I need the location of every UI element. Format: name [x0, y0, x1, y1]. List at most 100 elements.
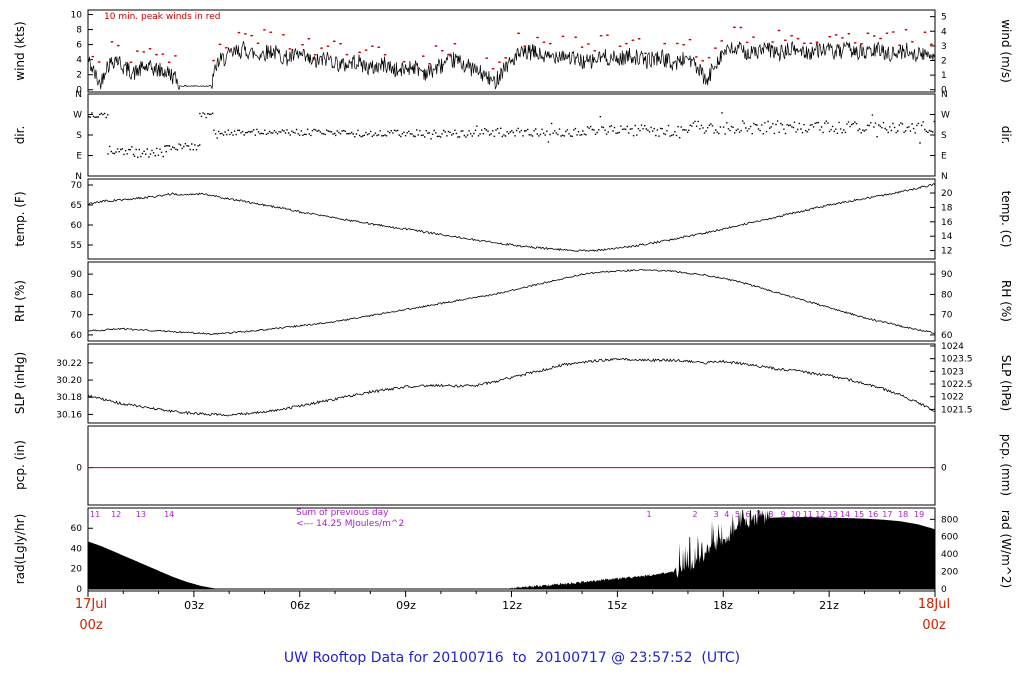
- svg-text:90: 90: [71, 270, 83, 280]
- svg-text:N: N: [941, 172, 948, 182]
- svg-text:60: 60: [941, 331, 953, 341]
- svg-text:800: 800: [941, 515, 958, 525]
- svg-text:10: 10: [71, 11, 83, 21]
- svg-text:0: 0: [76, 86, 82, 96]
- svg-text:E: E: [76, 152, 82, 162]
- svg-text:6: 6: [76, 41, 82, 51]
- svg-text:4: 4: [724, 510, 729, 519]
- svg-text:1022.5: 1022.5: [941, 380, 973, 390]
- svg-text:14: 14: [941, 232, 953, 242]
- axis-label-rh-right: RH (%): [999, 280, 1013, 322]
- panel-frame-slp: [87, 343, 936, 424]
- axis-label-pcp-left: pcp. (in): [13, 440, 27, 490]
- svg-text:E: E: [941, 152, 947, 162]
- svg-text:2: 2: [76, 71, 82, 81]
- svg-text:0: 0: [941, 86, 947, 96]
- svg-text:11: 11: [803, 510, 813, 519]
- page-title: UW Rooftop Data for 20100716 to 20100717…: [283, 650, 741, 666]
- svg-text:60: 60: [71, 221, 83, 231]
- svg-text:7: 7: [756, 510, 761, 519]
- x-axis-ticks: [87, 591, 936, 597]
- svg-text:19: 19: [914, 510, 924, 519]
- x-tick-15z: 15z: [607, 599, 627, 612]
- wind-peak-dots: [91, 26, 933, 70]
- axis-label-slp-left: SLP (inHg): [13, 351, 27, 415]
- wind-speed-line: [87, 40, 936, 91]
- svg-text:11: 11: [90, 510, 100, 519]
- svg-text:65: 65: [71, 201, 82, 211]
- svg-text:1021.5: 1021.5: [941, 405, 973, 415]
- svg-text:6: 6: [745, 510, 750, 519]
- svg-text:0: 0: [941, 585, 947, 595]
- panel-frame-dir: [87, 93, 936, 177]
- svg-text:70: 70: [71, 181, 83, 191]
- rad-sum-value: <--- 14.25 MJoules/m^2: [296, 519, 405, 529]
- panel-frame-pcp: [87, 425, 936, 506]
- x-end-hour: 00z: [922, 618, 946, 633]
- axis-label-slp-right: SLP (hPa): [999, 354, 1013, 412]
- svg-text:60: 60: [71, 331, 83, 341]
- x-end-date: 18Jul: [917, 597, 951, 612]
- svg-text:9: 9: [781, 510, 786, 519]
- wind-direction-points: [88, 112, 935, 158]
- x-tick-12z: 12z: [502, 599, 522, 612]
- y-axes: 0246810012345NWSENNWSEN55606570121416182…: [56, 9, 973, 595]
- panel-frame-temp: [87, 178, 936, 260]
- axis-label-rad-right: rad (W/m^2): [999, 509, 1013, 589]
- svg-text:15: 15: [854, 510, 864, 519]
- slp-line: [87, 358, 936, 417]
- x-tick-09z: 09z: [396, 599, 416, 612]
- svg-text:30.20: 30.20: [56, 376, 82, 386]
- panel-frame-wind: [87, 9, 936, 93]
- svg-text:12: 12: [111, 510, 121, 519]
- svg-text:12: 12: [941, 247, 952, 257]
- svg-text:12: 12: [815, 510, 825, 519]
- svg-text:80: 80: [941, 290, 953, 300]
- svg-text:90: 90: [941, 270, 953, 280]
- svg-text:30.16: 30.16: [56, 410, 82, 420]
- svg-text:0: 0: [76, 585, 82, 595]
- svg-text:14: 14: [840, 510, 850, 519]
- svg-text:18: 18: [941, 203, 953, 213]
- axis-label-temp-right: temp. (C): [999, 190, 1013, 248]
- svg-text:3: 3: [941, 42, 947, 52]
- rad-sum-label: Sum of previous day: [296, 508, 389, 518]
- axis-label-wind-right: wind (m/s): [999, 19, 1013, 83]
- svg-text:18: 18: [898, 510, 908, 519]
- x-tick-18z: 18z: [713, 599, 733, 612]
- svg-text:13: 13: [828, 510, 838, 519]
- svg-text:30.22: 30.22: [56, 359, 82, 369]
- svg-text:0: 0: [76, 464, 82, 474]
- svg-text:4: 4: [76, 56, 82, 66]
- svg-text:20: 20: [71, 565, 83, 575]
- svg-text:S: S: [941, 131, 947, 141]
- svg-text:8: 8: [76, 26, 82, 36]
- peak-winds-note: 10 min. peak winds in red: [104, 12, 221, 22]
- svg-text:N: N: [941, 90, 948, 100]
- svg-text:80: 80: [71, 290, 83, 300]
- x-start-hour: 00z: [79, 618, 103, 633]
- svg-text:2: 2: [692, 510, 697, 519]
- svg-text:5: 5: [941, 13, 947, 23]
- svg-text:16: 16: [941, 218, 953, 228]
- svg-text:1024: 1024: [941, 342, 964, 352]
- axis-label-rh-left: RH (%): [13, 280, 27, 322]
- x-tick-06z: 06z: [290, 599, 310, 612]
- panel-frame-rh: [87, 261, 936, 342]
- svg-text:20: 20: [941, 189, 953, 199]
- svg-text:30.18: 30.18: [56, 393, 82, 403]
- axis-label-rad-left: rad(Lgly/hr): [13, 513, 27, 585]
- svg-text:8: 8: [768, 510, 773, 519]
- axis-label-dir-left: dir.: [13, 125, 27, 145]
- axis-label-dir-right: dir.: [999, 125, 1013, 145]
- svg-text:1023.5: 1023.5: [941, 355, 973, 365]
- svg-text:13: 13: [136, 510, 146, 519]
- svg-text:600: 600: [941, 533, 958, 543]
- x-tick-21z: 21z: [819, 599, 839, 612]
- svg-text:N: N: [75, 90, 82, 100]
- svg-text:200: 200: [941, 568, 958, 578]
- temp-line: [87, 183, 936, 252]
- svg-text:70: 70: [941, 311, 953, 321]
